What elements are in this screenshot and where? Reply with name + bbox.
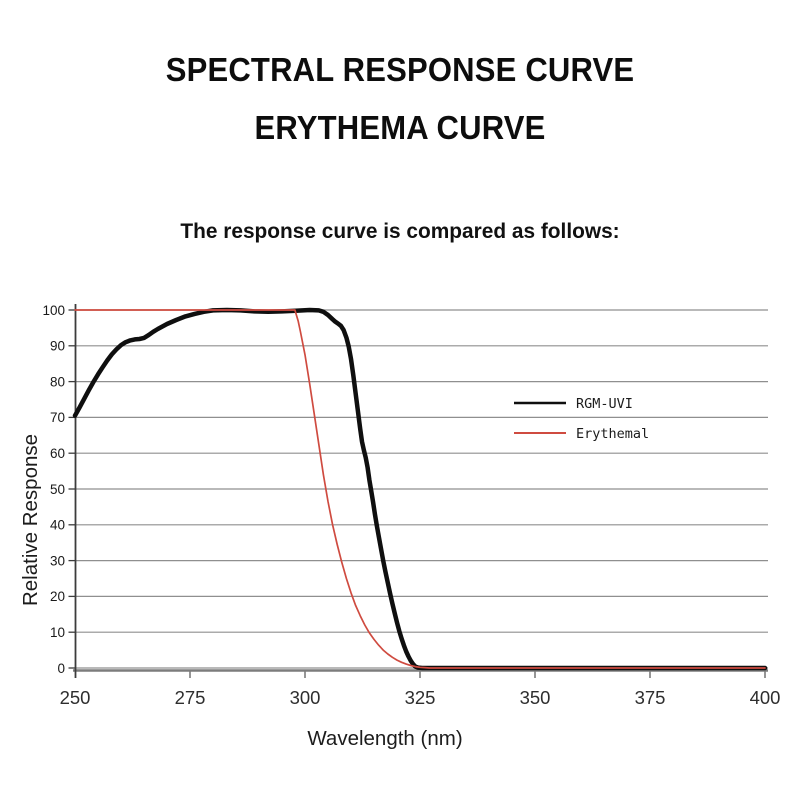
y-tick-label-40: 40: [50, 518, 65, 533]
page-title-line1: SPECTRAL RESPONSE CURVE: [165, 51, 635, 88]
series-lines: [72, 307, 768, 671]
y-tick-label-100: 100: [42, 303, 65, 318]
x-tick-label-300: 300: [290, 687, 321, 708]
y-tick-label-70: 70: [50, 410, 65, 425]
legend-label-rgm-uvi: RGM-UVI: [576, 396, 633, 412]
x-tick-label-250: 250: [60, 687, 91, 708]
y-tick-label-20: 20: [50, 589, 65, 604]
x-tick-label-275: 275: [175, 687, 206, 708]
page-title-line2: ERYTHEMA CURVE: [254, 109, 546, 146]
legend: RGM-UVI Erythemal: [514, 396, 649, 442]
x-tick-label-350: 350: [520, 687, 551, 708]
y-tick-label-90: 90: [50, 339, 65, 354]
y-tick-label-10: 10: [50, 625, 65, 640]
x-axis-title: Wavelength (nm): [307, 727, 462, 750]
tick-labels: 0 10 20 30 40 50 60 70 80 90 100 250 275 300 325 350 375…: [42, 303, 780, 708]
y-tick-label-60: 60: [50, 446, 65, 461]
rgm-uvi-curve: [72, 307, 768, 671]
y-tick-label-50: 50: [50, 482, 65, 497]
title-block: SPECTRAL RESPONSE CURVE ERYTHEMA CURVE: [0, 52, 800, 168]
x-tick-label-325: 325: [405, 687, 436, 708]
gridlines: [75, 309, 768, 669]
spectral-response-chart: 0 10 20 30 40 50 60 70 80 90 100 250 275 300 325 350 375…: [19, 303, 780, 750]
y-tick-label-30: 30: [50, 553, 65, 568]
x-tick-label-375: 375: [635, 687, 666, 708]
erythemal-curve: [74, 309, 766, 669]
legend-label-erythemal: Erythemal: [576, 426, 649, 442]
subtitle: The response curve is compared as follow…: [180, 219, 620, 243]
y-axis-title: Relative Response: [19, 434, 42, 606]
chart-area: 0 10 20 30 40 50 60 70 80 90 100 250 275 300 325 350 375…: [0, 270, 800, 800]
x-tick-label-400: 400: [750, 687, 781, 708]
y-tick-label-80: 80: [50, 374, 65, 389]
y-tick-label-0: 0: [57, 661, 65, 676]
axes: [68, 304, 768, 678]
